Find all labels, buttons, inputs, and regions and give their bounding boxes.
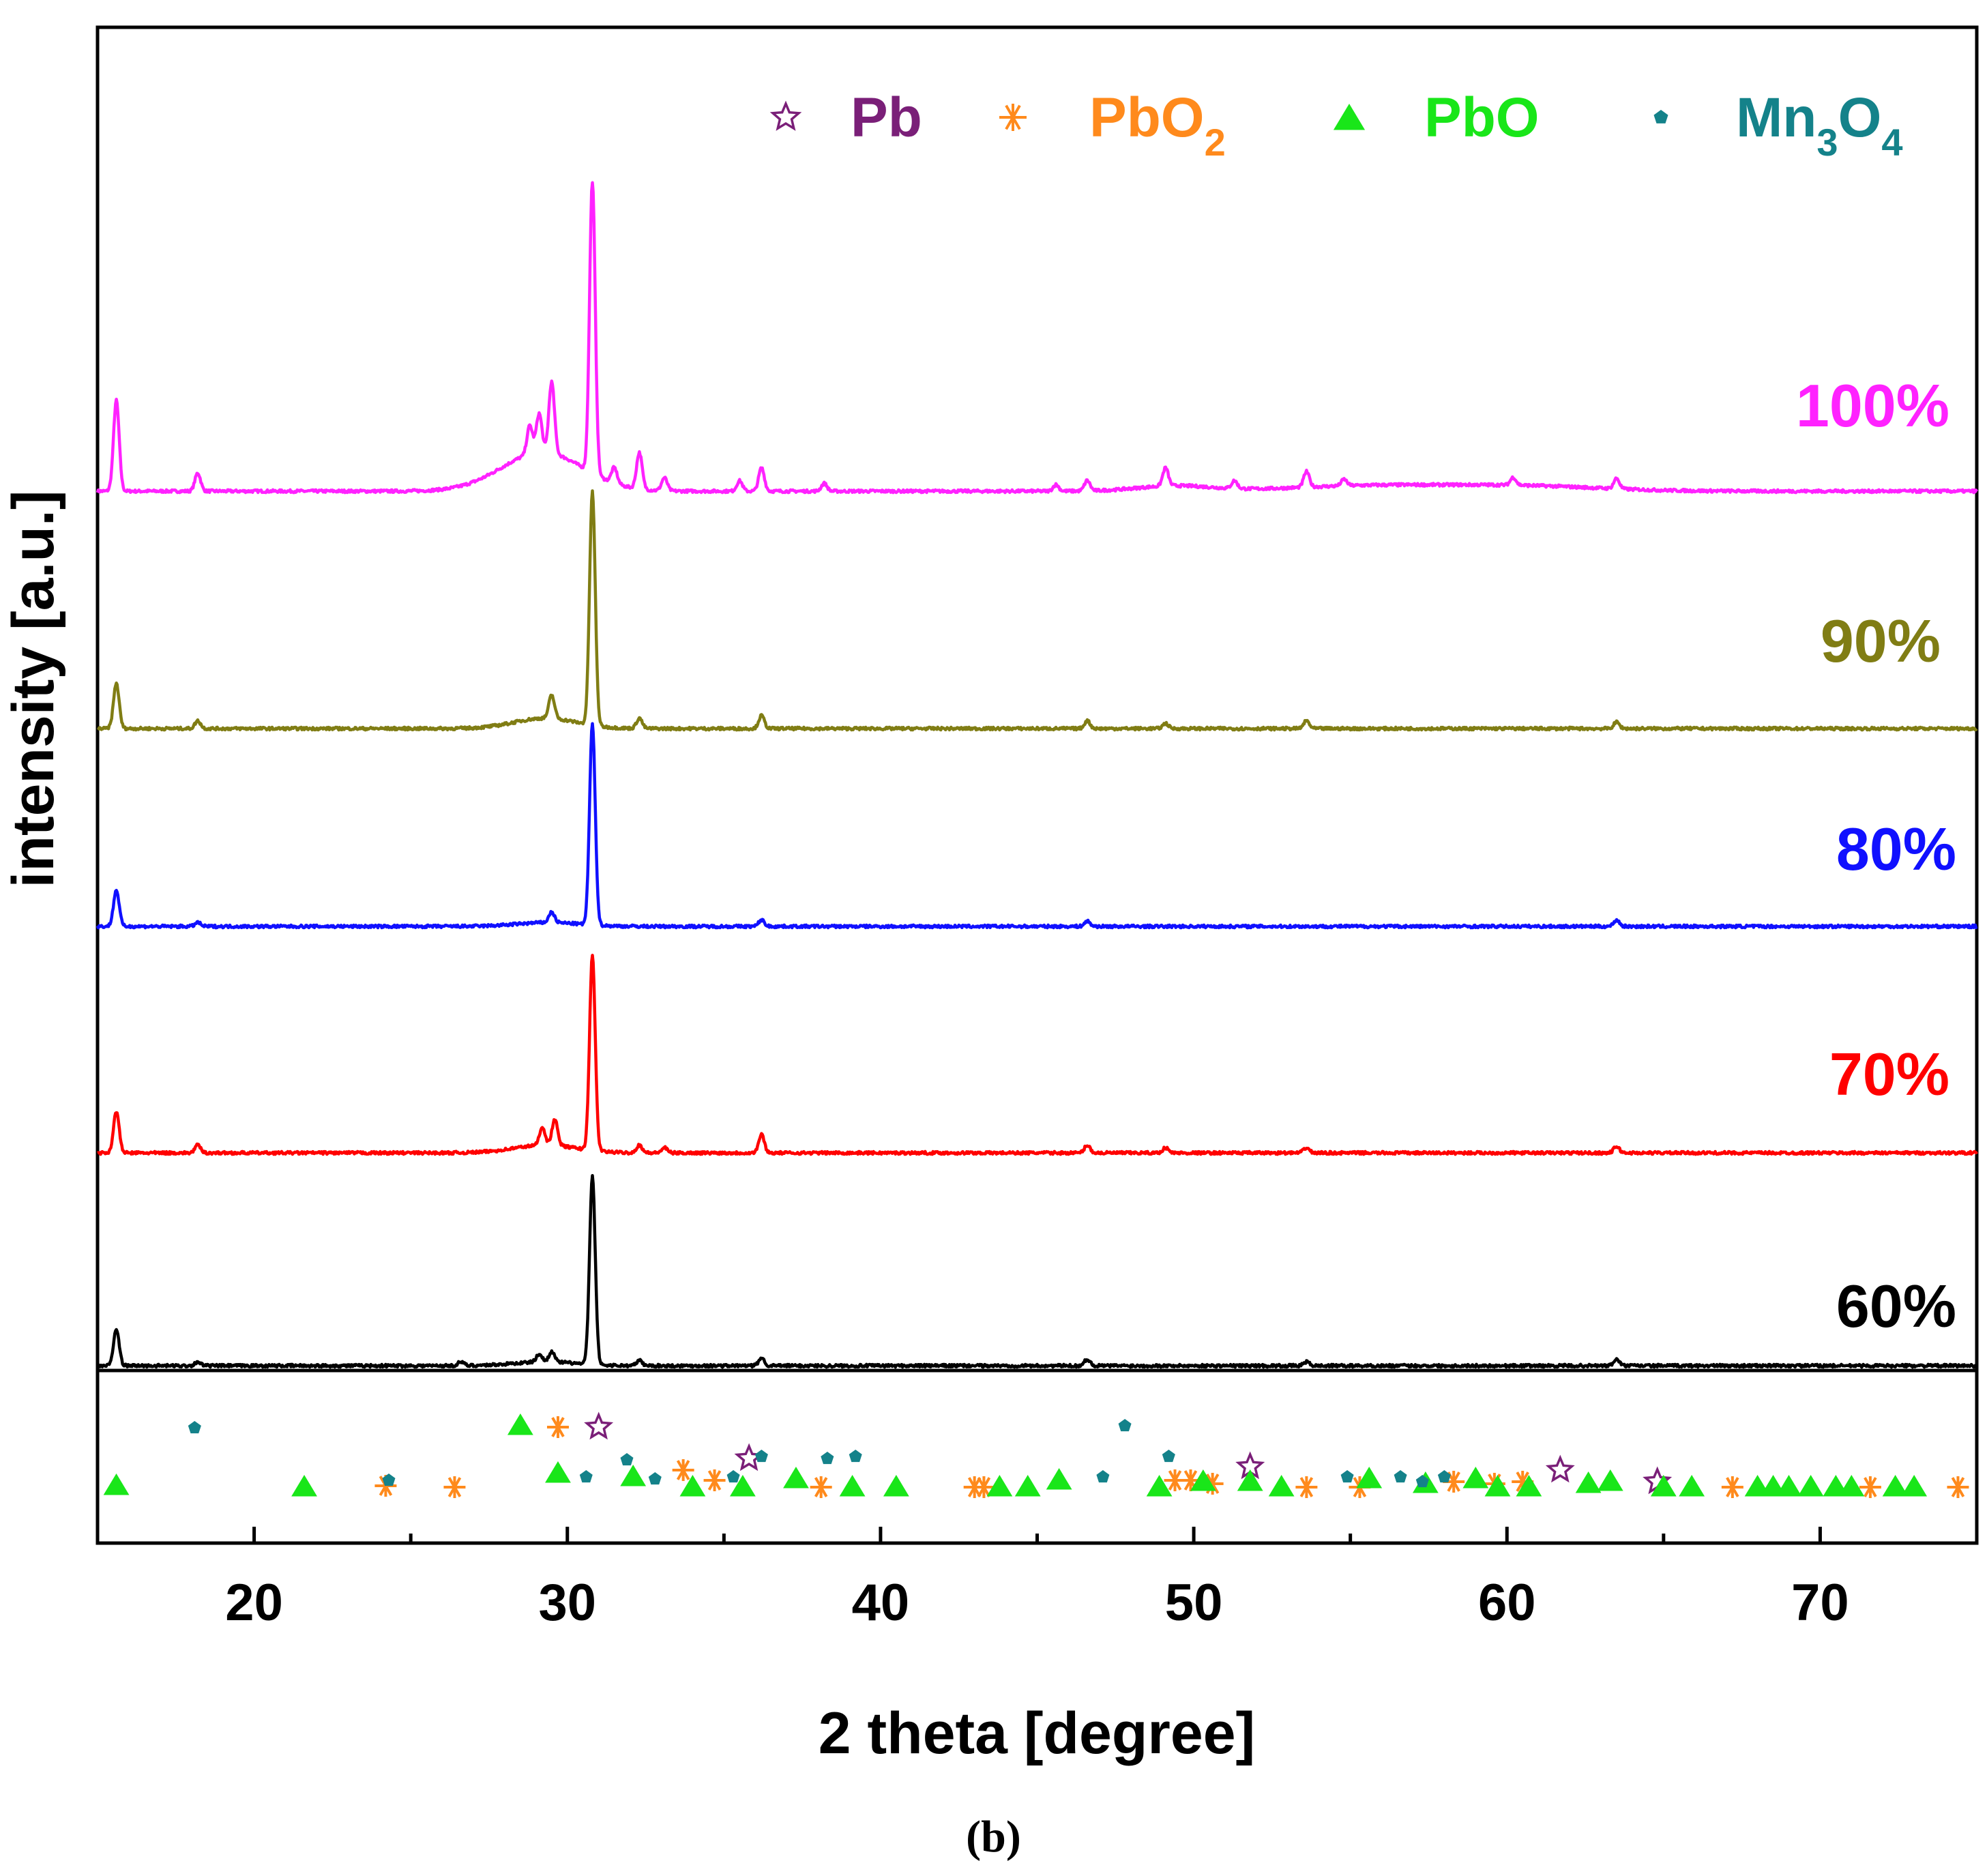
series-label-80pct: 80% — [1836, 815, 1956, 883]
series-label-100pct: 100% — [1796, 372, 1949, 439]
ref-pbo2-marker — [973, 1476, 995, 1498]
x-tick-label: 20 — [225, 1574, 283, 1632]
ref-mn3o4-marker — [648, 1472, 662, 1485]
ref-pb-marker — [584, 1411, 614, 1440]
ref-pbo-marker — [1776, 1475, 1802, 1497]
x-axis-label: 2 theta [degree] — [819, 1701, 1255, 1766]
ref-mn3o4-marker — [821, 1452, 834, 1465]
ref-pbo-marker — [1356, 1467, 1383, 1489]
ref-pbo2-marker — [443, 1476, 466, 1498]
trace-70pct — [96, 954, 1978, 1156]
ref-pbo-marker — [1882, 1475, 1909, 1497]
ref-mn3o4-marker — [754, 1450, 768, 1463]
ref-pbo-marker — [679, 1475, 706, 1497]
ref-pbo-marker — [507, 1413, 533, 1435]
ref-pbo2-marker — [672, 1459, 694, 1481]
ref-pbo-marker — [1190, 1469, 1216, 1491]
ref-pbo-marker — [883, 1475, 909, 1497]
legend: Pb PbO2 PbO Mn3O4 — [769, 87, 1903, 164]
ref-pbo2-marker — [703, 1469, 726, 1491]
ref-mn3o4-marker — [1118, 1419, 1132, 1432]
ref-pbo-marker — [839, 1475, 866, 1497]
ref-pbo-marker — [1268, 1475, 1295, 1497]
legend-label-0: Pb — [851, 87, 922, 149]
series-label-70pct: 70% — [1829, 1040, 1949, 1108]
ref-mn3o4-marker — [1437, 1470, 1451, 1483]
ref-pbo-marker — [986, 1475, 1013, 1497]
ref-pbo-marker — [783, 1467, 809, 1489]
x-axis: 20 30 40 50 60 70 — [95, 1527, 1979, 1632]
ref-mn3o4-marker — [1096, 1470, 1110, 1483]
ref-mn3o4-marker — [620, 1453, 634, 1466]
series-labels: 100% 90% 80% 70% 60% — [1796, 372, 1956, 1340]
x-tick-label: 70 — [1791, 1574, 1849, 1632]
plot-frame — [95, 25, 1979, 1545]
y-axis-label: intensity [a.u.] — [1, 490, 66, 888]
ref-pbo2-marker — [1947, 1476, 1969, 1498]
ref-pbo-marker — [1516, 1475, 1542, 1497]
ref-pbo-marker — [545, 1461, 571, 1483]
ref-pbo2-marker — [1859, 1476, 1881, 1498]
ref-pbo-marker — [1679, 1475, 1705, 1497]
ref-mn3o4-marker — [1340, 1470, 1354, 1483]
ref-pb-marker — [1545, 1454, 1575, 1483]
ref-pbo-marker — [1462, 1467, 1489, 1489]
legend-label-3: Mn3O4 — [1736, 87, 1903, 164]
ref-pbo-marker — [1797, 1475, 1824, 1497]
ref-mn3o4-marker — [1394, 1470, 1407, 1483]
ref-mn3o4-marker — [1162, 1450, 1175, 1463]
ref-pbo-marker — [1901, 1475, 1928, 1497]
ref-mn3o4-marker — [1415, 1475, 1429, 1488]
legend-marker-2 — [1333, 104, 1366, 130]
ref-pbo-marker — [291, 1475, 317, 1497]
ref-pbo2-marker — [1295, 1476, 1318, 1498]
figure-caption: (b) — [966, 1812, 1021, 1862]
legend-marker-1 — [999, 104, 1027, 131]
trace-60pct — [96, 1173, 1978, 1369]
ref-mn3o4-marker — [726, 1470, 740, 1483]
ref-mn3o4-marker — [579, 1470, 593, 1483]
ref-pbo-marker — [1597, 1469, 1623, 1491]
ref-pbo-marker — [620, 1465, 647, 1486]
legend-label-2: PbO — [1424, 87, 1540, 149]
ref-pbo2-marker — [546, 1416, 569, 1438]
x-tick-label: 50 — [1165, 1574, 1223, 1632]
x-tick-label: 60 — [1478, 1574, 1536, 1632]
ref-mn3o4-marker — [849, 1450, 862, 1463]
series-label-60pct: 60% — [1836, 1272, 1956, 1340]
x-tick-label: 40 — [852, 1574, 910, 1632]
ref-pbo-marker — [1575, 1471, 1602, 1493]
ref-mn3o4-marker — [382, 1474, 396, 1486]
ref-pbo-marker — [1046, 1468, 1072, 1490]
trace-100pct — [95, 181, 1978, 495]
ref-pbo-marker — [1237, 1469, 1263, 1491]
ref-pbo-marker — [1650, 1475, 1677, 1497]
reference-markers — [103, 1411, 1969, 1498]
legend-label-1: PbO2 — [1089, 87, 1226, 164]
ref-pbo-marker — [729, 1475, 756, 1497]
trace-90pct — [96, 489, 1978, 732]
x-tick-label: 30 — [538, 1574, 596, 1632]
diffraction-traces — [95, 181, 1978, 1369]
ref-pbo-marker — [1014, 1475, 1041, 1497]
legend-marker-0 — [769, 100, 802, 131]
ref-pbo2-marker — [1721, 1476, 1743, 1498]
ref-pbo-marker — [103, 1474, 130, 1495]
ref-mn3o4-marker — [188, 1421, 201, 1434]
ref-pbo-marker — [1838, 1475, 1865, 1497]
ref-pbo2-marker — [810, 1476, 832, 1498]
ref-pbo-marker — [1146, 1475, 1173, 1497]
ref-pbo-marker — [1484, 1475, 1511, 1497]
legend-marker-3 — [1653, 110, 1668, 123]
series-label-90pct: 90% — [1821, 607, 1941, 675]
trace-80pct — [95, 722, 1978, 930]
